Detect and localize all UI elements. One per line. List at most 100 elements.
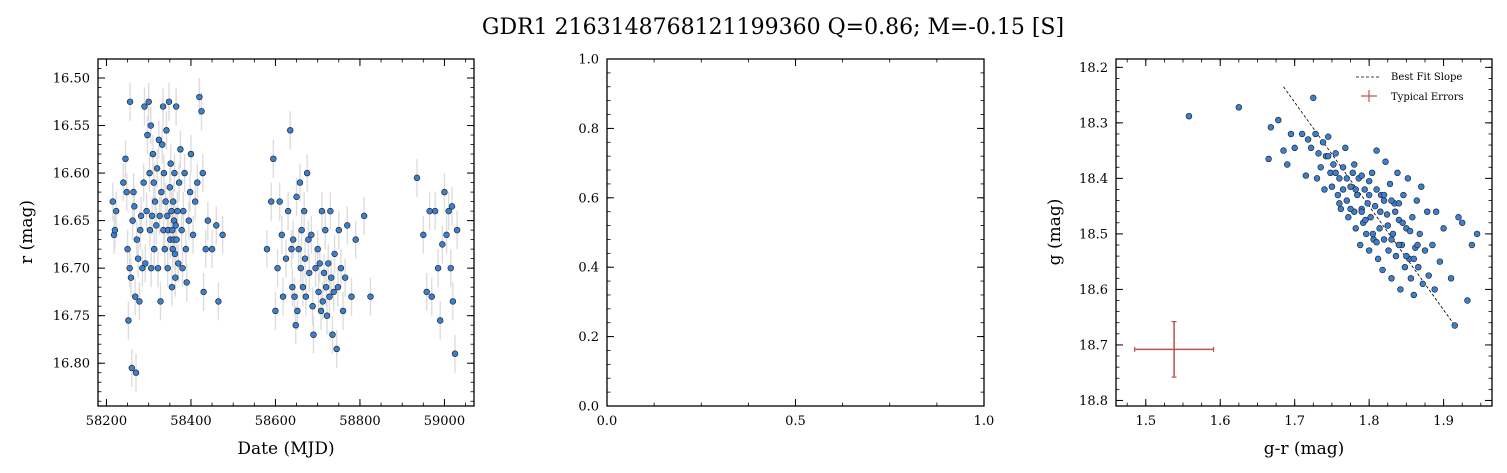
data-point [200,288,207,296]
data-point [1185,112,1193,120]
data-point [1312,130,1319,138]
data-point [202,245,209,253]
data-point [1291,144,1298,152]
data-point [1392,208,1399,215]
data-point [182,245,190,253]
data-point [148,212,156,220]
data-point [1324,152,1332,160]
data-point [423,288,430,296]
data-point [293,193,300,201]
data-point [1373,147,1380,154]
data-point [134,255,142,262]
data-point [159,141,166,148]
data-point [1361,186,1368,193]
data-point [268,198,275,205]
data-point [178,226,185,234]
color-magnitude-panel: 1.5 1.6 1.7 1.8 1.9 18.2 18.3 18.4 18.5 18.6 18.7 1… [1045,58,1493,459]
y-tick-label: 18.5 [1079,227,1108,242]
plot-area [1115,58,1493,407]
data-point [1298,130,1306,138]
data-point [120,179,127,186]
x-tick-label: 1.9 [1433,414,1454,429]
data-point [147,122,155,129]
data-point [136,298,143,305]
data-point [289,283,296,291]
data-point [306,269,313,277]
data-point [1401,264,1409,271]
data-point [124,245,131,253]
data-point [146,226,154,234]
data-point [360,212,368,220]
data-point [1364,200,1371,207]
y-tick-label: 18.3 [1079,116,1108,131]
data-point [219,231,226,239]
data-point [145,98,152,105]
data-point [187,150,195,158]
data-point [303,169,311,177]
data-point [148,264,155,272]
x-tick-label: 1.0 [974,414,995,429]
data-point [431,207,439,215]
data-point [155,136,163,144]
data-point [1464,297,1471,304]
data-point [443,231,450,239]
x-tick-label: 58800 [339,414,380,429]
data-point [1280,147,1287,154]
data-point [320,269,328,277]
data-point [112,207,120,215]
data-point [153,165,161,172]
data-point [1377,208,1384,215]
data-point [175,260,182,267]
data-point [1431,286,1438,293]
data-point [1307,144,1315,152]
y-tick-label: 0.2 [578,330,599,345]
y-tick-label: 1.0 [578,53,599,68]
data-point [276,198,283,205]
x-tick-label: 0.0 [597,414,618,429]
data-point [208,245,216,253]
data-point [141,103,148,110]
data-point [1347,183,1354,190]
y-tick-label: 16.55 [53,119,90,134]
data-point [179,264,186,272]
data-point [213,222,220,229]
data-point [1379,266,1386,274]
data-point [150,179,157,186]
data-point [131,293,139,300]
data-point [326,293,333,300]
data-point [328,274,335,281]
data-point [300,207,308,215]
data-point [1339,164,1347,171]
data-point [1373,186,1380,193]
data-point [131,203,138,210]
data-point [1406,227,1414,235]
data-point [1416,230,1423,238]
data-point [160,169,168,177]
data-point [111,226,119,234]
data-point [1409,214,1416,221]
data-point [1265,155,1272,163]
data-point [1365,247,1373,254]
data-point [132,369,140,376]
data-point [1321,186,1328,193]
data-point [1404,175,1412,182]
data-point [126,98,134,105]
data-point [274,264,281,272]
data-point [301,255,309,262]
data-point [1459,219,1466,226]
data-point [1336,175,1343,182]
data-point [298,226,305,234]
data-point [295,245,302,253]
data-point [128,364,135,372]
data-point [1415,264,1422,271]
data-point [1414,241,1421,249]
plot-area [606,58,985,407]
x-tick-label: 58600 [255,414,296,429]
data-point [318,207,326,215]
data-point [169,226,176,234]
data-point [1284,161,1291,168]
x-tick-label: 0.5 [785,414,806,429]
data-point [158,188,165,196]
data-point [125,317,132,324]
data-point [177,146,184,153]
